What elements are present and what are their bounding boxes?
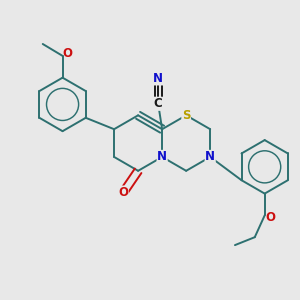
Text: C: C: [154, 97, 163, 110]
Text: S: S: [182, 109, 190, 122]
Text: N: N: [205, 150, 215, 164]
Text: O: O: [118, 186, 128, 199]
Text: O: O: [266, 211, 276, 224]
Text: N: N: [157, 150, 167, 164]
Text: O: O: [62, 47, 73, 60]
Text: N: N: [153, 72, 163, 85]
